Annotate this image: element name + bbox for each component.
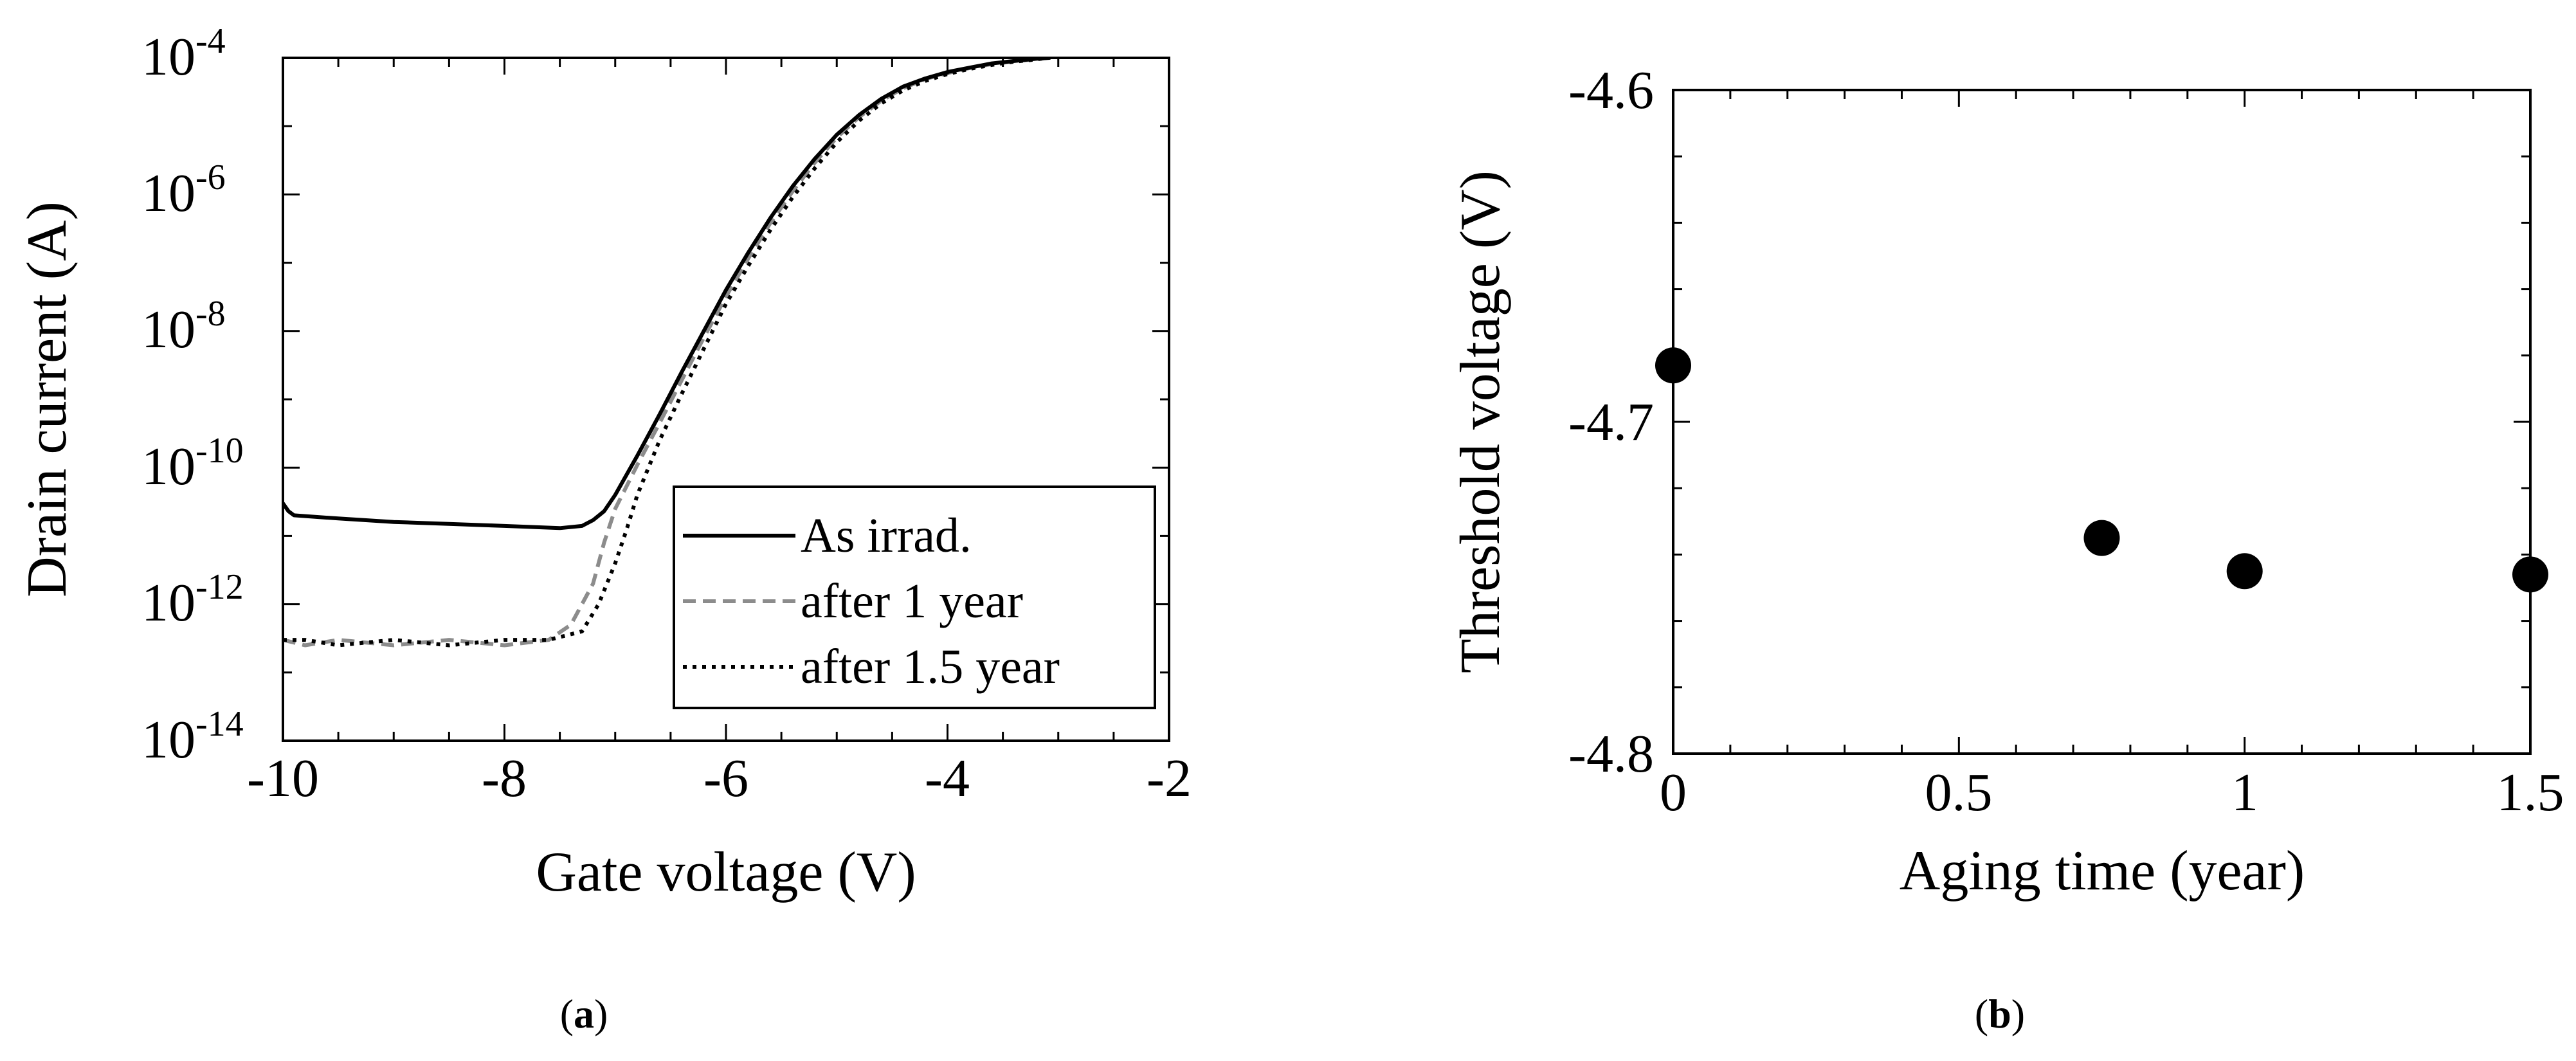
chart-a-x-tick-label: -6 xyxy=(703,748,748,808)
chart-b-points xyxy=(1655,347,2548,593)
legend-label-after-1-year: after 1 year xyxy=(801,574,1023,628)
chart-a-y-tick-label: 10-4 xyxy=(141,21,226,87)
chart-a-y-tick-label: 10-10 xyxy=(141,431,244,496)
chart-b-data-point xyxy=(2083,520,2120,556)
chart-a-x-tick-label: -4 xyxy=(925,748,970,808)
legend-label-as-irrad: As irrad. xyxy=(801,509,972,563)
chart-a-y-tick-label: 10-12 xyxy=(141,567,244,633)
chart-a-series-as-irrad- xyxy=(283,58,1051,530)
chart-b-y-tick-label: -4.7 xyxy=(1568,392,1654,452)
chart-b-data-point xyxy=(2512,556,2548,593)
legend-label-after-1-5-year: after 1.5 year xyxy=(801,640,1060,694)
chart-a-x-tick-label: -10 xyxy=(247,748,319,808)
panel-label-b: (b) xyxy=(1975,991,2025,1037)
chart-a-x-tick-label: -2 xyxy=(1147,748,1192,808)
panel-label-a: (a) xyxy=(560,991,608,1037)
chart-b-plot-frame xyxy=(1672,89,2532,755)
chart-b-y-axis-title: Threshold voltage (V) xyxy=(1449,170,1512,673)
chart-b-x-tick-label: 1.5 xyxy=(2497,763,2564,822)
chart-b-x-tick-label: 1 xyxy=(2231,763,2258,822)
chart-a-plot-frame xyxy=(282,57,1170,742)
chart-a-x-axis-title: Gate voltage (V) xyxy=(536,841,916,903)
chart-a-y-tick-label: 10-14 xyxy=(141,704,244,770)
chart-a-y-axis-title: Drain current (A) xyxy=(16,201,78,597)
chart-a-y-tick-label: 10-6 xyxy=(141,158,226,223)
chart-a-legend: As irrad. after 1 year after 1.5 year xyxy=(673,485,1156,709)
chart-b: 0 0.5 1 1.5 -4.8 -4.7 -4.6 Aging time (y… xyxy=(1449,60,2564,1037)
chart-b-x-axis-title: Aging time (year) xyxy=(1900,840,2305,902)
chart-b-x-tick-label: 0.5 xyxy=(1925,763,1993,822)
chart-b-data-point xyxy=(2226,553,2263,590)
chart-a-series-after-1-5-year xyxy=(283,58,1048,648)
chart-a: -10 -8 -6 -4 -2 10-14 10-12 10-10 10-8 1… xyxy=(16,21,1192,1037)
chart-a-y-tick-label: 10-8 xyxy=(141,294,226,359)
chart-b-data-point xyxy=(1655,347,1691,384)
chart-b-x-tick-label: 0 xyxy=(1660,763,1687,822)
chart-b-y-tick-label: -4.6 xyxy=(1568,60,1654,120)
chart-a-legend-box xyxy=(673,485,1156,709)
chart-b-y-tick-label: -4.8 xyxy=(1568,724,1654,784)
chart-a-x-tick-label: -8 xyxy=(482,748,527,808)
